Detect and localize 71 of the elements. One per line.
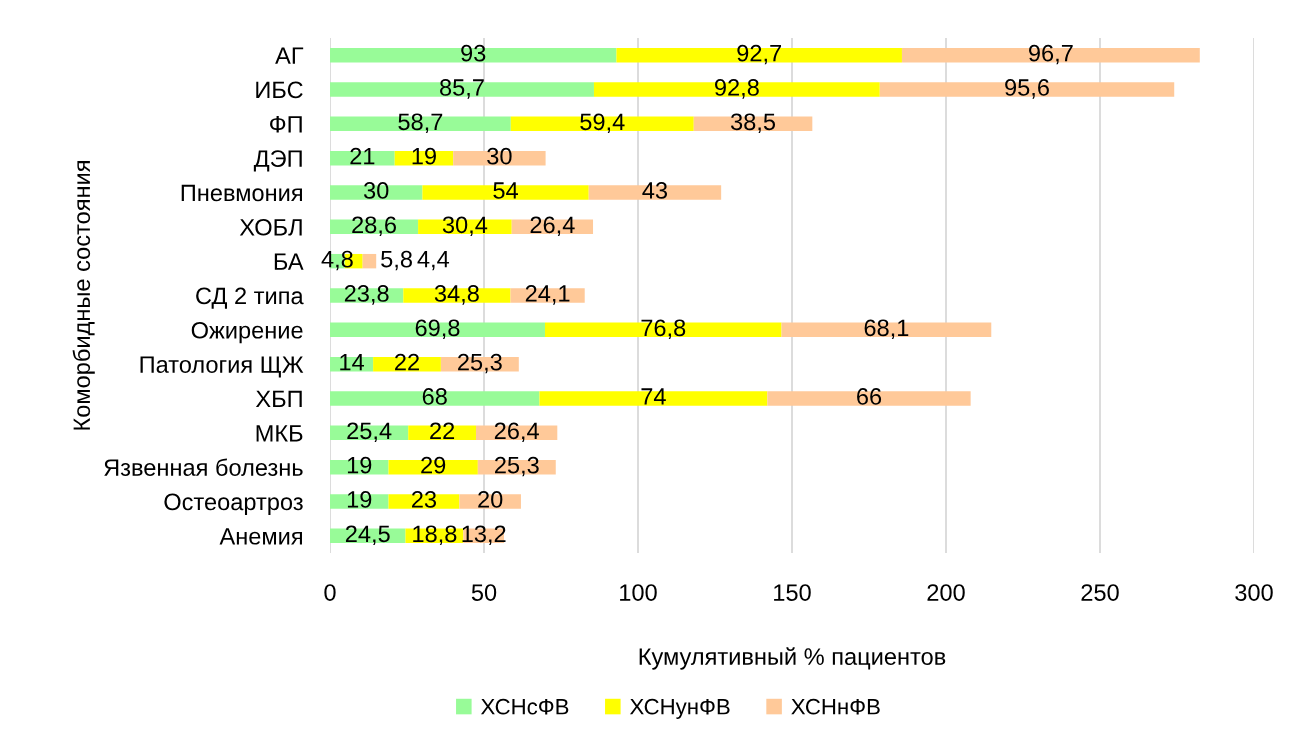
data-label: 23 [412,491,437,508]
data-label: 66 [857,388,882,405]
x-tick-label: 50 [471,584,497,601]
y-tick-label: Язвенная болезнь [104,458,303,476]
y-tick-label: ХОБЛ [239,218,302,236]
data-label: 58,7 [398,113,443,133]
legend-label: ХСНсФВ [480,698,569,715]
data-label: 54 [493,182,518,199]
data-label: 25,3 [458,353,502,374]
x-axis-title: Кумулятивный % пациентов [639,647,946,670]
y-tick-label: ДЭП [253,150,302,172]
y-tick-label: ФП [270,116,302,133]
data-label: 28,6 [352,216,396,236]
y-tick-label: ХБП [255,390,302,408]
x-tick-label: 100 [620,584,657,601]
legend-label: ХСНунФВ [629,698,730,719]
data-label: 19 [412,147,436,165]
bar [362,253,377,269]
x-tick-label: 300 [1235,584,1273,601]
data-label: 22 [395,353,419,371]
data-label: 18,8 [413,525,457,545]
x-tick-label: 200 [927,584,965,601]
data-label: 68,1 [864,319,909,339]
data-label: 59,4 [580,113,625,133]
data-label: 93 [461,44,486,62]
data-label: 96,7 [1029,44,1073,65]
data-label: 92,8 [715,79,759,99]
x-tick-label: 250 [1081,584,1119,601]
data-label: 26,4 [494,422,539,442]
data-label: 30,4 [442,216,488,236]
legend-label: ХСНнФВ [791,698,880,715]
y-tick-label: Пневмония [181,184,302,202]
data-label: 5,8 [381,250,412,271]
y-tick-label: ИБС [256,81,303,99]
data-label: 68 [422,388,447,405]
data-label: 30 [363,182,389,199]
y-tick-label: СД 2 типа [196,287,304,309]
data-label: 26,4 [530,216,575,236]
data-label: 19 [347,456,372,474]
data-label: 24,5 [345,525,390,545]
y-tick-label: Остеоартроз [164,493,303,515]
data-label: 95,6 [1005,79,1049,99]
data-label: 85,7 [440,79,484,99]
data-label: 23,8 [344,285,389,305]
data-label: 92,7 [737,44,781,65]
data-label: 24,1 [525,285,570,305]
y-tick-label: Патология ЩЖ [140,356,304,378]
data-label: 19 [347,491,372,508]
data-label: 74 [641,388,666,405]
data-label: 25,4 [347,422,392,442]
data-label: 76,8 [641,319,686,339]
data-label: 14 [340,354,364,371]
x-tick-label: 150 [774,584,811,601]
y-tick-label: Анемия [219,528,302,545]
data-label: 22 [430,422,455,439]
y-tick-label: БА [274,253,304,270]
data-label: 4,4 [417,251,450,271]
data-label: 25,3 [495,456,539,477]
y-axis-title: Коморбидные состояния [72,161,95,430]
data-label: 29 [421,456,446,474]
data-label: 69,8 [415,319,460,339]
y-tick-label: АГ [275,47,304,64]
data-label: 20 [478,491,503,508]
y-tick-label: Ожирение [191,321,303,344]
y-tick-label: МКБ [256,425,303,442]
data-label: 30 [487,147,512,165]
data-label: 43 [642,182,668,199]
x-tick-label: 0 [324,584,336,601]
data-label: 38,5 [730,113,776,133]
data-label: 34,8 [434,285,479,305]
data-label: 21 [350,147,375,165]
